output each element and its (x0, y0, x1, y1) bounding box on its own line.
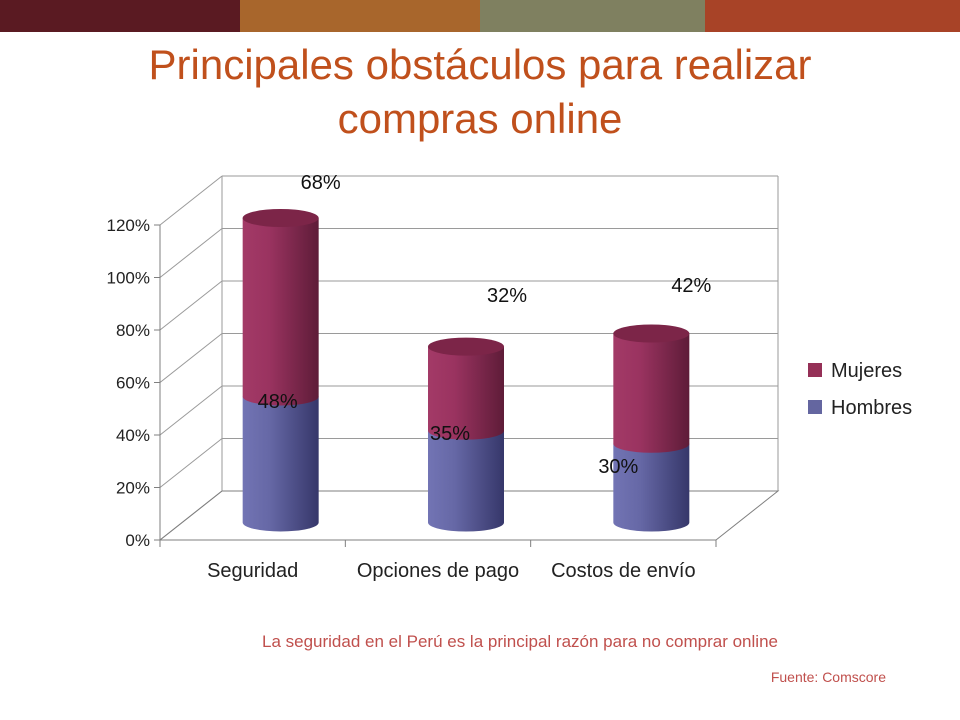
data-label-hombres: 35% (430, 423, 470, 445)
gridline-depth (159, 385, 223, 436)
gridline-depth (159, 438, 223, 488)
legend-swatch-mujeres (808, 363, 822, 377)
x-tick-label: Seguridad (207, 560, 298, 582)
gridline-depth (159, 333, 223, 383)
data-label-mujeres: 32% (487, 285, 527, 307)
chart-data-labels: 48% 68% 35% 32% 30% 42% (258, 172, 712, 478)
top-bar-segment (480, 0, 705, 32)
chart-legend: Mujeres Hombres (808, 360, 912, 419)
bar-mujeres (613, 333, 690, 453)
data-label-mujeres: 68% (301, 172, 341, 194)
bar-top-cap (613, 324, 690, 343)
gridline-depth (159, 280, 223, 331)
legend-swatch-hombres (808, 400, 822, 414)
chart-axes: 0% 20% 40% 60% 80% 100% 120% Seguridad Opciones … (107, 216, 780, 582)
chart-caption: La seguridad en el Perú es la principal … (262, 632, 778, 651)
bar-hombres (428, 430, 504, 532)
top-bar-segment (0, 0, 240, 32)
y-tick-label: 20% (116, 479, 150, 498)
top-bar-segment (705, 0, 960, 32)
bar-top-cap (242, 209, 319, 227)
x-tick-label: Opciones de pago (357, 560, 519, 582)
legend-label-mujeres: Mujeres (831, 360, 902, 382)
x-tick-label: Costos de envío (551, 560, 696, 582)
slide-title-line-1: Principales obstáculos para realizar (148, 41, 812, 88)
bar-mujeres (428, 346, 504, 440)
gridline-depth (159, 228, 223, 278)
y-tick-label: 40% (116, 426, 150, 445)
data-label-hombres: 30% (598, 456, 638, 478)
bar-mujeres (242, 218, 319, 406)
legend-label-hombres: Hombres (831, 397, 912, 419)
bar-hombres (242, 396, 319, 532)
top-bar-segment (240, 0, 480, 32)
data-label-hombres: 48% (258, 391, 298, 413)
top-color-bar (0, 0, 960, 32)
source-note: Fuente: Comscore (770, 669, 886, 685)
y-tick-label: 80% (116, 321, 150, 340)
slide-title: Principales obstáculos para realizar com… (80, 38, 880, 146)
y-tick-label: 120% (107, 216, 150, 235)
chart-bars (242, 209, 690, 532)
bar-hombres (613, 443, 690, 532)
y-tick-label: 60% (116, 374, 150, 393)
bar-top-cap (428, 337, 504, 356)
y-tick-label: 100% (107, 269, 150, 288)
slide-title-line-2: compras online (337, 95, 623, 142)
y-tick-label: 0% (125, 531, 150, 550)
data-label-mujeres: 42% (671, 275, 711, 297)
gridline-depth (159, 175, 223, 226)
